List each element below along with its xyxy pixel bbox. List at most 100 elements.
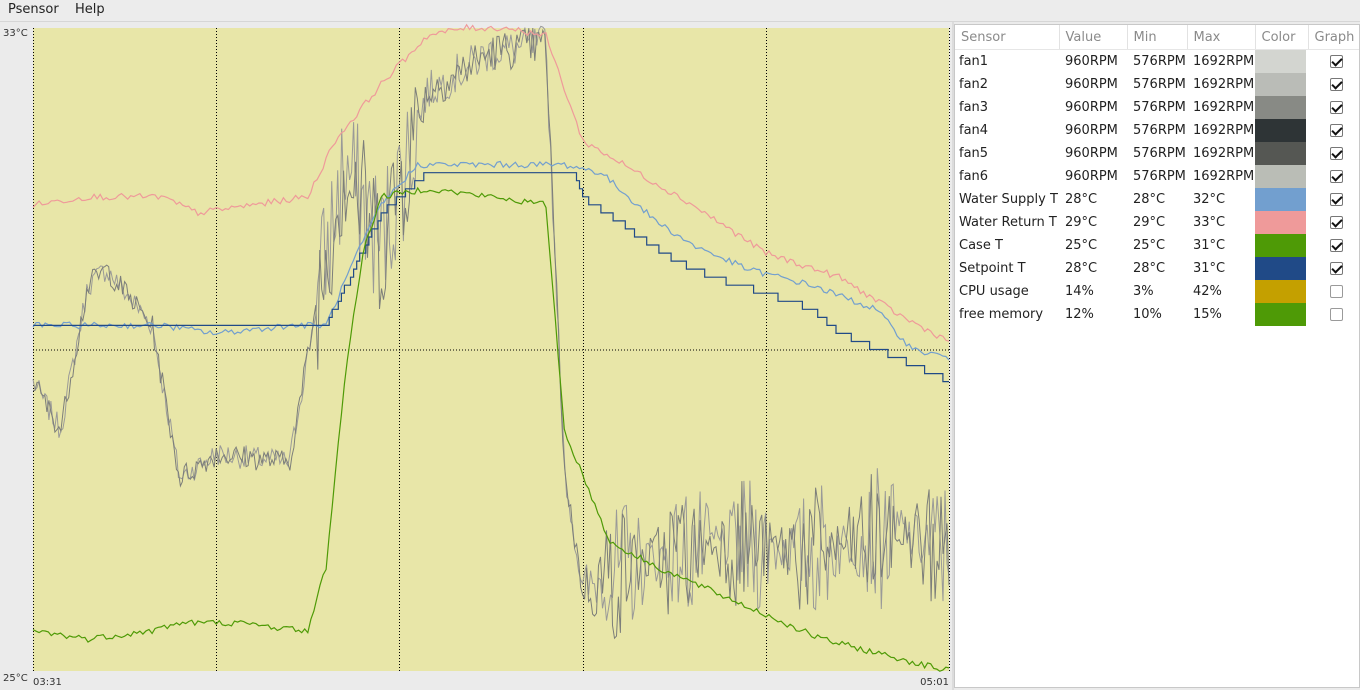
sensor-color[interactable] — [1255, 73, 1308, 96]
sensor-color[interactable] — [1255, 50, 1308, 73]
color-swatch[interactable] — [1255, 280, 1306, 303]
sensor-max: 1692RPM — [1193, 169, 1255, 184]
table-header-row: Sensor Value Min Max Color Graph — [955, 25, 1359, 50]
header-min[interactable]: Min — [1127, 25, 1188, 50]
fan-trace — [32, 27, 950, 640]
sensor-min: 3% — [1133, 284, 1154, 299]
sensor-color[interactable] — [1255, 234, 1308, 257]
sensor-value: 28°C — [1065, 261, 1098, 276]
sensor-color[interactable] — [1255, 119, 1308, 142]
graph-checkbox[interactable] — [1330, 78, 1343, 91]
sensor-max: 1692RPM — [1193, 123, 1255, 138]
graph-checkbox[interactable] — [1330, 170, 1343, 183]
sensor-value: 28°C — [1065, 192, 1098, 207]
sensor-color[interactable] — [1255, 142, 1308, 165]
graph-checkbox[interactable] — [1330, 262, 1343, 275]
header-value[interactable]: Value — [1059, 25, 1128, 50]
fan-traces — [32, 25, 950, 640]
sensor-color[interactable] — [1255, 257, 1308, 280]
sensor-max: 31°C — [1193, 261, 1226, 276]
sensor-row[interactable]: Water Supply T 28°C 28°C 32°C — [955, 188, 1359, 211]
sensor-row[interactable]: fan2 960RPM 576RPM 1692RPM — [955, 73, 1359, 96]
color-swatch[interactable] — [1255, 96, 1306, 119]
sensor-name: fan5 — [959, 146, 989, 161]
sensor-min: 576RPM — [1133, 100, 1186, 115]
sensor-graph-toggle — [1308, 142, 1359, 165]
sensor-max: 1692RPM — [1193, 54, 1255, 69]
menu-bar: Psensor Help — [0, 0, 1360, 22]
header-color[interactable]: Color — [1255, 25, 1309, 50]
sensor-row[interactable]: fan3 960RPM 576RPM 1692RPM — [955, 96, 1359, 119]
sensor-color[interactable] — [1255, 188, 1308, 211]
sensor-max: 42% — [1193, 284, 1222, 299]
sensor-color[interactable] — [1255, 303, 1308, 326]
sensor-row[interactable]: free memory 12% 10% 15% — [955, 303, 1359, 326]
graph-checkbox[interactable] — [1330, 101, 1343, 114]
color-swatch[interactable] — [1255, 257, 1306, 280]
sensor-row[interactable]: CPU usage 14% 3% 42% — [955, 280, 1359, 303]
sensor-row[interactable]: fan4 960RPM 576RPM 1692RPM — [955, 119, 1359, 142]
sensor-name: Setpoint T — [959, 261, 1026, 276]
graph-checkbox[interactable] — [1330, 55, 1343, 68]
series-line-water-return-t — [32, 23, 950, 342]
sensor-color[interactable] — [1255, 96, 1308, 119]
sensor-row[interactable]: fan1 960RPM 576RPM 1692RPM — [955, 50, 1359, 73]
sensor-table-pane: Sensor Value Min Max Color Graph fan1 960… — [954, 24, 1360, 688]
sensor-min: 576RPM — [1133, 77, 1186, 92]
sensor-color[interactable] — [1255, 280, 1308, 303]
sensor-min: 28°C — [1133, 261, 1166, 276]
sensor-graph-toggle — [1308, 211, 1359, 234]
sensor-name: Case T — [959, 238, 1003, 253]
header-sensor[interactable]: Sensor — [955, 25, 1060, 50]
sensor-row[interactable]: fan6 960RPM 576RPM 1692RPM — [955, 165, 1359, 188]
graph-checkbox[interactable] — [1330, 147, 1343, 160]
header-graph[interactable]: Graph — [1308, 25, 1359, 50]
x-axis-end-label: 05:01 — [920, 677, 949, 688]
color-swatch[interactable] — [1255, 303, 1306, 326]
header-max[interactable]: Max — [1187, 25, 1256, 50]
graph-checkbox[interactable] — [1330, 239, 1343, 252]
color-swatch[interactable] — [1255, 211, 1306, 234]
color-swatch[interactable] — [1255, 73, 1306, 96]
sensor-name: Water Return T — [959, 215, 1057, 230]
sensor-table: Sensor Value Min Max Color Graph fan1 960… — [955, 25, 1359, 326]
sensor-max: 15% — [1193, 307, 1222, 322]
sensor-min: 28°C — [1133, 192, 1166, 207]
sensor-value: 29°C — [1065, 215, 1098, 230]
sensor-name: fan1 — [959, 54, 989, 69]
sensor-color[interactable] — [1255, 211, 1308, 234]
sensor-min: 576RPM — [1133, 146, 1186, 161]
sensor-graph-toggle — [1308, 96, 1359, 119]
sensor-row[interactable]: fan5 960RPM 576RPM 1692RPM — [955, 142, 1359, 165]
color-swatch[interactable] — [1255, 188, 1306, 211]
color-swatch[interactable] — [1255, 50, 1306, 73]
graph-checkbox[interactable] — [1330, 193, 1343, 206]
sensor-value: 960RPM — [1065, 123, 1118, 138]
pane-divider[interactable] — [952, 22, 954, 690]
graph-pane: 33°C 25°C 03:31 05:01 — [0, 22, 952, 690]
sensor-row[interactable]: Water Return T 29°C 29°C 33°C — [955, 211, 1359, 234]
sensor-min: 576RPM — [1133, 54, 1186, 69]
sensor-row[interactable]: Setpoint T 28°C 28°C 31°C — [955, 257, 1359, 280]
sensor-graph-toggle — [1308, 303, 1359, 326]
graph-checkbox[interactable] — [1330, 124, 1343, 137]
sensor-graph-toggle — [1308, 73, 1359, 96]
graph-checkbox[interactable] — [1330, 216, 1343, 229]
sensor-name: fan3 — [959, 100, 989, 115]
sensor-value: 12% — [1065, 307, 1094, 322]
sensor-color[interactable] — [1255, 165, 1308, 188]
sensor-min: 25°C — [1133, 238, 1166, 253]
color-swatch[interactable] — [1255, 142, 1306, 165]
color-swatch[interactable] — [1255, 119, 1306, 142]
sensor-value: 25°C — [1065, 238, 1098, 253]
color-swatch[interactable] — [1255, 165, 1306, 188]
menu-psensor[interactable]: Psensor — [8, 2, 59, 17]
menu-help[interactable]: Help — [75, 2, 105, 17]
plot-area — [33, 28, 949, 671]
sensor-max: 31°C — [1193, 238, 1226, 253]
sensor-row[interactable]: Case T 25°C 25°C 31°C — [955, 234, 1359, 257]
graph-checkbox[interactable] — [1330, 308, 1343, 321]
x-axis-start-label: 03:31 — [33, 677, 62, 688]
color-swatch[interactable] — [1255, 234, 1306, 257]
graph-checkbox[interactable] — [1330, 285, 1343, 298]
